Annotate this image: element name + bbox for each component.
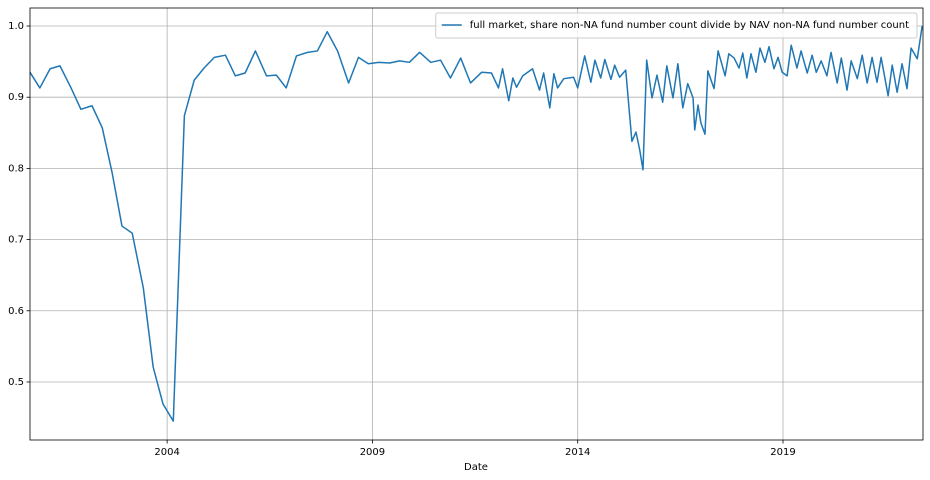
legend: full market, share non-NA fund number co… (435, 12, 918, 39)
y-tick-label: 0.5 (8, 377, 24, 388)
series-line (29, 25, 923, 422)
y-tick-label: 0.9 (8, 92, 24, 103)
x-tick-label: 2019 (770, 447, 795, 458)
x-axis-label: Date (464, 462, 488, 473)
y-tick-label: 0.8 (8, 163, 24, 174)
y-tick-label: 0.6 (8, 306, 24, 317)
y-tick-label: 1.0 (8, 21, 24, 32)
plot-frame (29, 7, 924, 441)
x-tick-label: 2014 (565, 447, 590, 458)
legend-box (435, 12, 918, 39)
legend-label: full market, share non-NA fund number co… (470, 20, 909, 31)
x-tick-label: 2009 (360, 447, 385, 458)
y-tick-label: 0.7 (8, 235, 24, 246)
x-tick-label: 2004 (154, 447, 179, 458)
